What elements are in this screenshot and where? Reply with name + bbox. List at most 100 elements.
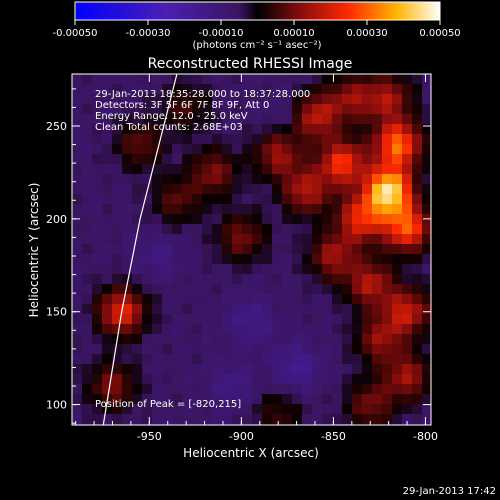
- heatmap-cell: [92, 314, 102, 324]
- heatmap-cell: [172, 204, 182, 214]
- heatmap-cells: [72, 74, 431, 425]
- heatmap-cell: [402, 134, 412, 144]
- heatmap-cell: [182, 184, 192, 194]
- heatmap-cell: [412, 244, 422, 254]
- heatmap-cell: [352, 414, 362, 424]
- heatmap-cell: [132, 314, 142, 324]
- heatmap-cell: [322, 234, 332, 244]
- heatmap-cell: [402, 224, 412, 234]
- heatmap-cell: [342, 174, 352, 184]
- heatmap-cell: [72, 184, 82, 194]
- heatmap-cell: [102, 134, 112, 144]
- heatmap-cell: [402, 174, 412, 184]
- heatmap-cell: [102, 414, 112, 424]
- heatmap-cell: [332, 84, 342, 94]
- heatmap-cell: [402, 404, 412, 414]
- heatmap-cell: [382, 214, 392, 224]
- heatmap-cell: [282, 114, 292, 124]
- heatmap-cell: [422, 314, 431, 324]
- heatmap-cell: [372, 194, 382, 204]
- heatmap-cell: [132, 324, 142, 334]
- heatmap-cell: [342, 274, 352, 284]
- heatmap-cell: [212, 154, 222, 164]
- heatmap-cell: [102, 304, 112, 314]
- heatmap-cell: [192, 204, 202, 214]
- heatmap-cell: [402, 274, 412, 284]
- heatmap-cell: [272, 244, 282, 254]
- heatmap-cell: [372, 294, 382, 304]
- heatmap-cell: [132, 144, 142, 154]
- heatmap-cell: [262, 284, 272, 294]
- heatmap-cell: [212, 364, 222, 374]
- heatmap-cell: [382, 264, 392, 274]
- heatmap-cell: [312, 414, 322, 424]
- heatmap-cell: [242, 264, 252, 274]
- heatmap-cell: [312, 114, 322, 124]
- heatmap-cell: [342, 114, 352, 124]
- heatmap-cell: [182, 154, 192, 164]
- heatmap-cell: [122, 264, 132, 274]
- heatmap-cell: [382, 234, 392, 244]
- heatmap-cell: [312, 194, 322, 204]
- heatmap-cell: [402, 234, 412, 244]
- heatmap-cell: [102, 334, 112, 344]
- heatmap-cell: [82, 144, 92, 154]
- heatmap-cell: [282, 224, 292, 234]
- heatmap-cell: [122, 114, 132, 124]
- heatmap-cell: [92, 344, 102, 354]
- heatmap-cell: [122, 404, 132, 414]
- heatmap-cell: [202, 74, 212, 84]
- heatmap-cell: [172, 234, 182, 244]
- heatmap-cell: [82, 304, 92, 314]
- heatmap-cell: [182, 224, 192, 234]
- annotation-time-range: 29-Jan-2013 18:35:28.000 to 18:37:28.000: [95, 89, 310, 100]
- heatmap-cell: [272, 304, 282, 314]
- heatmap-cell: [402, 84, 412, 94]
- heatmap-cell: [312, 144, 322, 154]
- heatmap-cell: [232, 144, 242, 154]
- heatmap-cell: [252, 264, 262, 274]
- heatmap-cell: [212, 114, 222, 124]
- heatmap-cell: [192, 194, 202, 204]
- heatmap-cell: [212, 294, 222, 304]
- heatmap-cell: [72, 314, 82, 324]
- heatmap-cell: [172, 294, 182, 304]
- heatmap-cell: [72, 284, 82, 294]
- heatmap-cell: [232, 284, 242, 294]
- heatmap-cell: [202, 234, 212, 244]
- heatmap-cell: [362, 404, 372, 414]
- heatmap-cell: [172, 374, 182, 384]
- heatmap-cell: [222, 374, 232, 384]
- heatmap-cell: [382, 254, 392, 264]
- heatmap-cell: [402, 364, 412, 374]
- heatmap-cell: [362, 74, 372, 84]
- heatmap-cell: [102, 354, 112, 364]
- heatmap-cell: [342, 244, 352, 254]
- heatmap-cell: [222, 364, 232, 374]
- heatmap-cell: [232, 294, 242, 304]
- heatmap-cell: [402, 264, 412, 274]
- heatmap-cell: [122, 144, 132, 154]
- heatmap-cell: [252, 374, 262, 384]
- heatmap-cell: [82, 154, 92, 164]
- heatmap-cell: [92, 284, 102, 294]
- heatmap-cell: [422, 134, 431, 144]
- y-axis-label: Heliocentric Y (arcsec): [27, 183, 41, 318]
- heatmap-cell: [382, 324, 392, 334]
- heatmap-cell: [322, 374, 332, 384]
- heatmap-cell: [402, 94, 412, 104]
- heatmap-cell: [232, 404, 242, 414]
- heatmap-cell: [242, 304, 252, 314]
- heatmap-cell: [402, 374, 412, 384]
- heatmap-cell: [162, 314, 172, 324]
- heatmap-cell: [102, 324, 112, 334]
- heatmap-cell: [162, 394, 172, 404]
- heatmap-cell: [262, 164, 272, 174]
- heatmap-cell: [202, 114, 212, 124]
- heatmap-cell: [92, 414, 102, 424]
- heatmap-cell: [302, 204, 312, 214]
- heatmap-cell: [332, 134, 342, 144]
- heatmap-cell: [182, 244, 192, 254]
- heatmap-cell: [82, 214, 92, 224]
- heatmap-cell: [172, 134, 182, 144]
